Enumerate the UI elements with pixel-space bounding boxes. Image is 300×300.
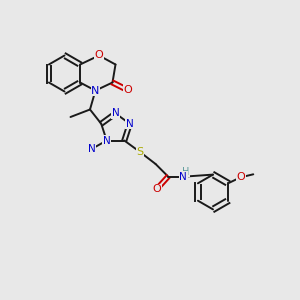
Text: N: N xyxy=(103,136,111,146)
Text: N: N xyxy=(88,144,96,154)
Text: N: N xyxy=(126,119,134,129)
Text: O: O xyxy=(94,50,103,61)
Text: S: S xyxy=(136,147,143,157)
Text: O: O xyxy=(152,184,161,194)
Text: N: N xyxy=(112,108,119,118)
Text: O: O xyxy=(123,85,132,95)
Text: H: H xyxy=(182,167,189,176)
Text: O: O xyxy=(236,172,245,182)
Text: N: N xyxy=(179,172,187,182)
Text: N: N xyxy=(91,85,100,96)
